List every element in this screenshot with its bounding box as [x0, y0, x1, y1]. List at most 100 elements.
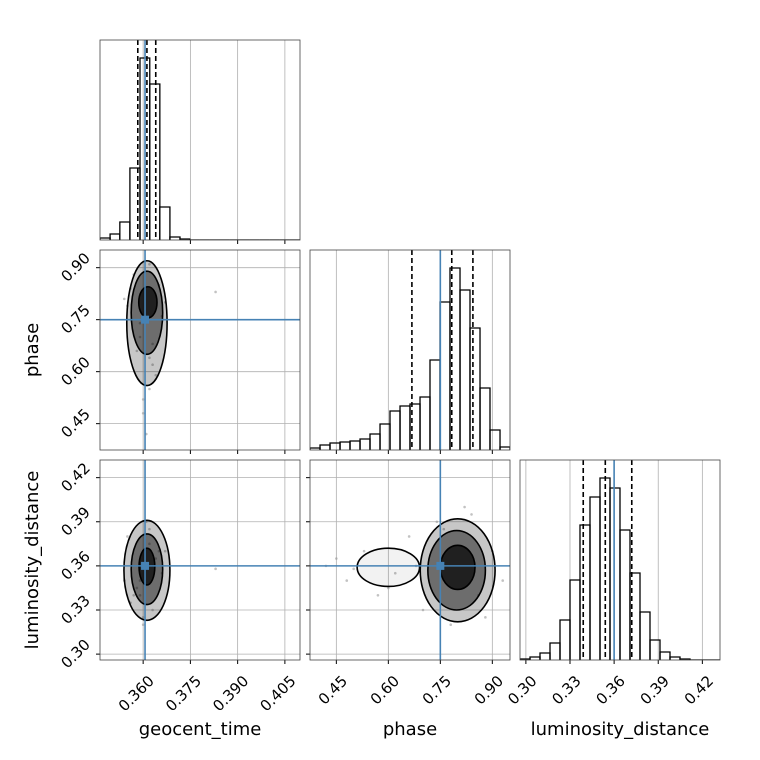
sample-point — [387, 586, 390, 590]
axes-frame — [519, 459, 721, 661]
x-tick-label: 0.360 — [115, 672, 158, 715]
sample-point — [151, 608, 154, 612]
sample-point — [362, 549, 366, 553]
truth-marker — [436, 561, 445, 570]
sample-point — [345, 579, 349, 582]
hist-bin — [439, 301, 451, 450]
hist-bin — [549, 642, 561, 660]
hist-bin — [469, 327, 481, 450]
x-tick-label: 0.39 — [637, 672, 673, 708]
sample-point — [151, 342, 154, 346]
x-tick-label: 0.30 — [504, 672, 540, 708]
pair-panel — [310, 460, 510, 660]
sample-point — [393, 571, 397, 575]
hist-bin — [489, 429, 501, 450]
sample-point — [163, 549, 167, 553]
sample-point — [214, 567, 217, 571]
sample-point — [407, 535, 411, 538]
hist-bin — [349, 440, 361, 450]
hist-bin — [109, 233, 121, 240]
sample-point — [352, 567, 355, 571]
hist-bin — [619, 529, 631, 660]
y-tick-label: 0.45 — [57, 405, 93, 441]
hist-bin — [459, 289, 471, 450]
hist-bin — [499, 446, 510, 450]
x-tick-label: 0.75 — [419, 672, 455, 708]
sample-point — [501, 579, 505, 582]
sample-point — [435, 520, 439, 524]
y-tick-label: 0.42 — [57, 459, 93, 495]
hist-bin — [589, 496, 601, 660]
histogram-panel — [310, 250, 510, 450]
x-tick-label: 0.45 — [315, 672, 351, 708]
sample-point — [122, 297, 126, 301]
hist-bin — [419, 396, 431, 450]
sample-point — [141, 616, 145, 619]
histogram-panel — [100, 40, 300, 240]
sample-point — [470, 513, 473, 516]
hist-bin — [359, 438, 371, 450]
sample-point — [148, 527, 151, 531]
x-tick-label: 0.405 — [257, 672, 300, 715]
sample-point — [141, 398, 145, 401]
hist-bin — [329, 442, 341, 450]
sample-point — [135, 349, 139, 353]
sample-point — [138, 593, 142, 597]
contour — [137, 285, 158, 319]
hist-bin — [649, 639, 661, 660]
hist-bin — [429, 359, 441, 450]
hist-bin — [569, 579, 581, 660]
axes-frame — [309, 249, 511, 451]
axes-frame — [309, 459, 511, 661]
hist-bin — [389, 410, 401, 450]
hist-bin — [479, 387, 491, 450]
y-tick-label: 0.36 — [57, 547, 93, 583]
x-tick-label: 0.60 — [367, 672, 403, 708]
hist-bin — [529, 656, 541, 660]
hist-bin — [609, 487, 621, 660]
pair-panel — [100, 250, 300, 450]
truth-marker — [141, 561, 150, 570]
sample-point — [148, 387, 151, 391]
x-tick-label: 0.33 — [548, 672, 584, 708]
hist-bin — [149, 83, 161, 240]
hist-bin — [369, 433, 381, 450]
y-tick-label: 0.30 — [57, 636, 93, 672]
sample-point — [151, 363, 154, 367]
x-tick-label: 0.90 — [471, 672, 507, 708]
sample-point — [421, 608, 425, 612]
y-tick-label: 0.60 — [57, 353, 93, 389]
contour — [356, 547, 421, 588]
x-tick-label: 0.42 — [681, 672, 717, 708]
x-axis-label: phase — [383, 719, 437, 740]
histogram-panel — [520, 460, 720, 660]
sample-point — [442, 527, 446, 531]
sample-point — [484, 616, 487, 619]
hist-bin — [559, 619, 571, 660]
sample-point — [154, 373, 158, 377]
hist-bin — [339, 441, 351, 450]
sample-point — [135, 586, 139, 590]
sample-point — [138, 335, 142, 339]
sample-point — [154, 557, 158, 560]
y-tick-label: 0.33 — [57, 591, 93, 627]
x-tick-label: 0.36 — [593, 672, 629, 708]
axes-frame — [99, 249, 301, 451]
y-tick-label: 0.39 — [57, 503, 93, 539]
sample-point — [141, 623, 145, 627]
sample-point — [138, 321, 142, 325]
sample-point — [376, 593, 380, 597]
contour — [439, 544, 476, 591]
hist-bin — [669, 656, 681, 660]
x-tick-label: 0.390 — [209, 672, 252, 715]
y-tick-label: 0.90 — [57, 249, 93, 285]
axes-frame — [99, 39, 301, 241]
hist-bin — [399, 405, 411, 450]
hist-bin — [639, 611, 651, 660]
sample-point — [148, 262, 151, 266]
axes-frame — [99, 459, 301, 661]
hist-bin — [579, 524, 591, 660]
sample-point — [132, 593, 136, 597]
y-axis-label: luminosity_distance — [22, 471, 43, 650]
